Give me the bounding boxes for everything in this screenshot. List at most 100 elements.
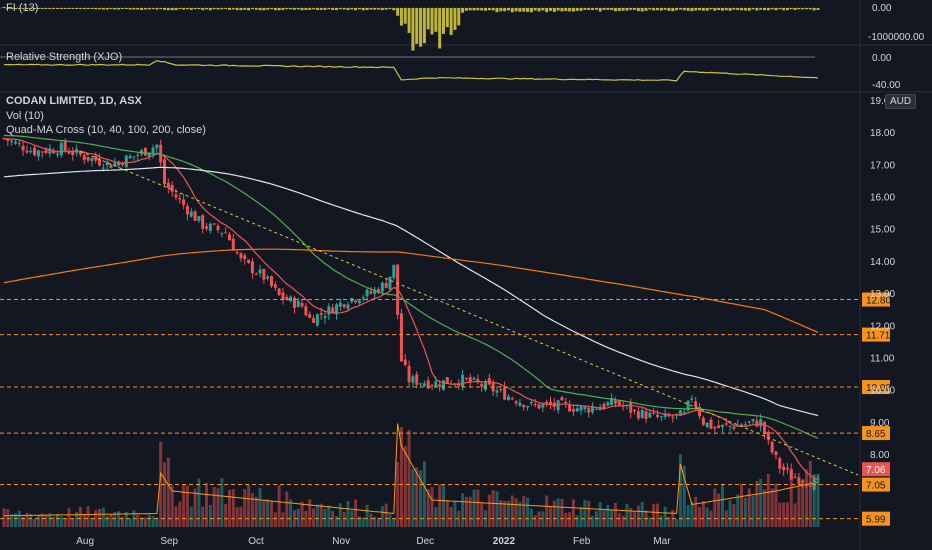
- price-tick: 13.00: [870, 289, 895, 300]
- candle-body: [594, 408, 598, 410]
- volume-bar: [426, 489, 430, 527]
- fi-bar: [380, 8, 384, 11]
- fi-bar: [457, 8, 461, 26]
- candle-body: [113, 162, 117, 166]
- moving-averages: [3, 134, 859, 480]
- candle-body: [461, 374, 465, 387]
- fi-bar: [411, 8, 415, 51]
- candle-body: [312, 317, 316, 323]
- volume-bar: [327, 505, 331, 527]
- fi-bar: [468, 8, 472, 11]
- fi-bar: [296, 8, 300, 10]
- fi-bar: [587, 8, 591, 10]
- candle-body: [178, 197, 182, 200]
- price-tick: 12.00: [870, 321, 895, 332]
- volume-bar: [243, 489, 247, 527]
- fi-bar: [613, 8, 617, 12]
- fi-bar: [6, 8, 10, 9]
- fi-bar: [514, 8, 518, 12]
- fi-bar: [709, 8, 713, 10]
- candle-body: [441, 380, 445, 390]
- volume-bar: [277, 485, 281, 527]
- candle-body: [403, 359, 407, 366]
- fi-bar: [327, 8, 331, 10]
- price-level-label: 10.08: [866, 383, 891, 394]
- fi-bar: [801, 8, 805, 10]
- volume-bar: [147, 514, 151, 527]
- fi-bar: [740, 8, 744, 11]
- volume-bar: [44, 515, 48, 527]
- candle-body: [422, 383, 426, 386]
- volume-bar: [319, 503, 323, 527]
- candle-body: [510, 398, 514, 400]
- volume-bar: [438, 484, 442, 527]
- candle-body: [529, 401, 533, 404]
- volume-bar: [568, 512, 572, 527]
- price-level-tag: [862, 511, 890, 526]
- ma-40-line: [3, 134, 819, 439]
- candle-body: [380, 282, 384, 292]
- volume-bar: [163, 462, 167, 527]
- candle-body: [258, 269, 262, 274]
- volume-bar: [449, 507, 453, 527]
- volume-bar: [304, 510, 308, 527]
- fi-bar: [201, 8, 205, 11]
- fi-bar: [399, 8, 403, 26]
- rs-line: [3, 60, 819, 82]
- fi-bar: [506, 8, 510, 11]
- fi-bar: [782, 8, 786, 11]
- currency-badge[interactable]: AUD: [885, 94, 917, 109]
- fi-bar: [243, 8, 247, 10]
- volume-bar: [552, 500, 556, 527]
- fi-bar: [40, 8, 44, 9]
- fi-bar: [2, 7, 6, 8]
- candle-body: [155, 144, 159, 149]
- volume-bar: [560, 498, 564, 527]
- candle-body: [633, 409, 637, 411]
- volume-bar: [415, 467, 419, 527]
- fi-bar: [602, 8, 606, 10]
- last-price-tag: [862, 462, 890, 477]
- fi-bar: [143, 8, 147, 10]
- volume-bar: [193, 488, 197, 527]
- fi-bar: [617, 8, 621, 11]
- fi-bar: [678, 8, 682, 10]
- candle-body: [732, 426, 736, 429]
- fi-bar: [208, 8, 212, 11]
- volume-bar: [40, 513, 44, 527]
- volume-bar: [33, 518, 37, 527]
- fi-bar: [720, 8, 724, 11]
- fi-bar: [75, 8, 79, 9]
- fi-bar: [216, 8, 220, 10]
- price-level-tag: [862, 327, 890, 342]
- candle-body: [48, 148, 52, 154]
- fi-bar: [101, 8, 105, 10]
- candle-body: [300, 303, 304, 307]
- volume-bar: [21, 516, 25, 527]
- candle-body: [86, 156, 90, 161]
- candle-body: [185, 205, 189, 215]
- volume-bar: [411, 468, 415, 527]
- fi-bar: [357, 8, 361, 10]
- volume-bar: [472, 489, 476, 527]
- fi-bar: [591, 8, 595, 11]
- fi-bar: [182, 8, 186, 10]
- volume-bar: [491, 490, 495, 527]
- volume-bar: [29, 514, 33, 527]
- fi-bar: [762, 8, 766, 11]
- volume-bar: [75, 512, 79, 527]
- volume-bar: [334, 516, 338, 527]
- volume-bar: [774, 483, 778, 527]
- fi-bar: [552, 8, 556, 13]
- volume-bar: [369, 513, 373, 527]
- candle-body: [373, 289, 377, 294]
- volume-bar: [52, 516, 56, 527]
- volume-bar: [270, 501, 274, 527]
- volume-bar: [224, 504, 228, 527]
- volume-bar: [174, 506, 178, 527]
- candle-body: [304, 306, 308, 316]
- price-level-tag: [862, 292, 890, 307]
- volume-bar: [128, 518, 132, 527]
- rs-tick: -40.00: [872, 80, 901, 91]
